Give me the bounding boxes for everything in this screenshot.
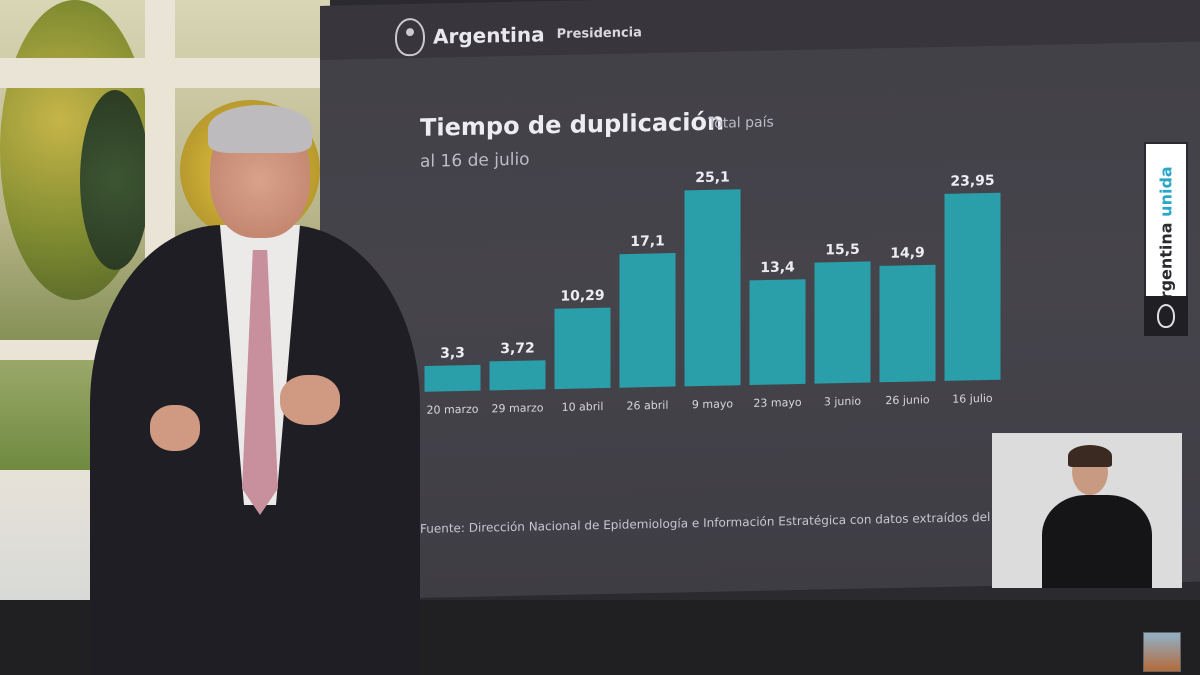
sign-language-interpreter: [992, 433, 1182, 588]
bar-value-label: 3,72: [500, 340, 535, 357]
category-label: 23 mayo: [753, 396, 801, 410]
bar-value-label: 15,5: [825, 242, 860, 259]
bar-9: [944, 192, 1001, 381]
category-label: 26 junio: [885, 393, 930, 407]
category-label: 9 mayo: [692, 397, 733, 411]
bar-5: [684, 189, 741, 387]
bar-value-label: 23,95: [950, 173, 994, 190]
bar-6: [749, 279, 806, 386]
bar-value-label: 10,29: [560, 288, 604, 305]
chart-source: Fuente: Dirección Nacional de Epidemiolo…: [420, 509, 1011, 536]
category-label: 3 junio: [824, 395, 862, 409]
unida-seal-box: [1144, 296, 1188, 336]
category-label: 26 abril: [627, 399, 669, 413]
bar-7: [814, 261, 871, 384]
category-label: 10 abril: [562, 400, 604, 414]
window-frame: [0, 58, 330, 88]
presenter-hand: [150, 405, 200, 451]
bar-value-label: 14,9: [890, 245, 925, 262]
bar-3: [554, 307, 611, 390]
bar-value-label: 25,1: [695, 169, 730, 186]
bar-value-label: 13,4: [760, 259, 795, 276]
category-label: 16 julio: [952, 392, 993, 406]
bar-value-label: 3,3: [440, 345, 465, 362]
interpreter-hair: [1068, 445, 1112, 467]
presentation-screen: Argentina Presidencia Tiempo de duplicac…: [320, 0, 1200, 600]
argentina-seal-icon: [1157, 304, 1175, 328]
category-label: 29 marzo: [492, 401, 544, 415]
tree: [80, 90, 150, 270]
bar-2: [489, 360, 546, 391]
category-label: 20 marzo: [427, 403, 479, 417]
bar-1: [424, 364, 481, 392]
bar-8: [879, 264, 936, 383]
argentina-unida-label: Argentina unida: [1157, 166, 1176, 311]
presenter-hand: [280, 375, 340, 425]
channel-logo-icon: [1143, 632, 1181, 672]
bar-4: [619, 253, 676, 388]
interpreter-body: [1042, 495, 1152, 588]
bar-chart: 3,3 20 marzo 3,72 29 marzo 10,29 10 abril 17,1…: [424, 169, 1001, 417]
presenter-hair: [208, 105, 312, 153]
presenter: [70, 105, 430, 675]
bar-value-label: 17,1: [630, 233, 665, 250]
unida-word-2: unida: [1156, 166, 1176, 217]
